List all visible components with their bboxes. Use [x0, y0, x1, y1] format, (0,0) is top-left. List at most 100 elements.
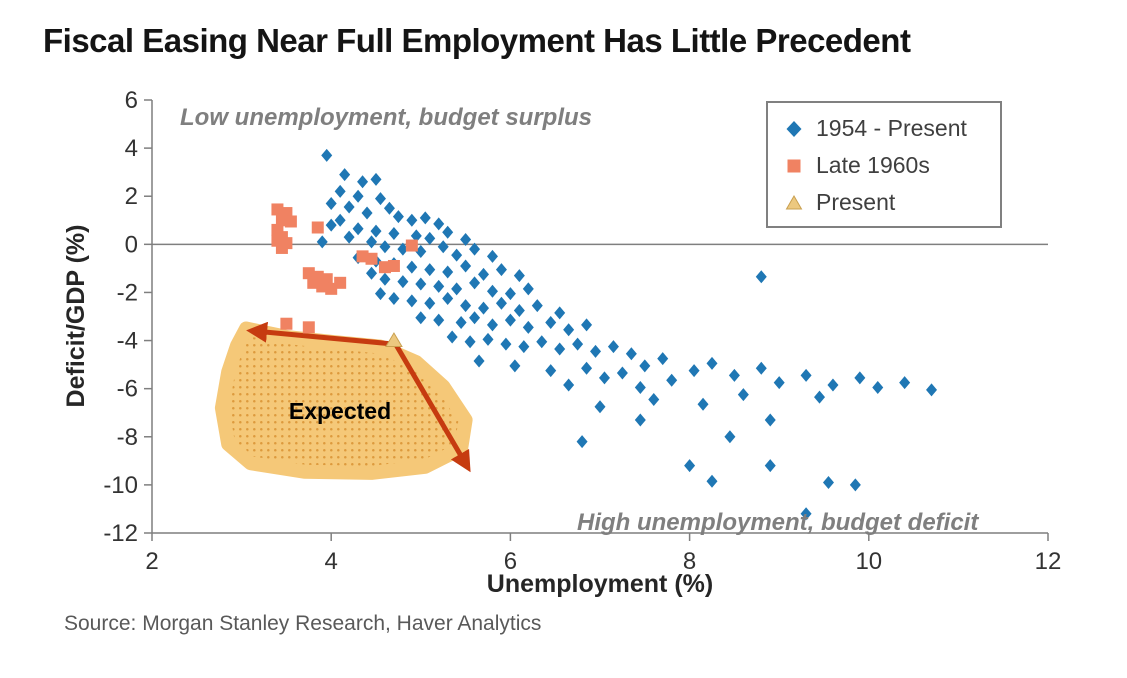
data-point — [366, 235, 378, 249]
data-point — [460, 259, 472, 273]
data-point — [406, 213, 418, 227]
data-point — [755, 270, 767, 284]
annotation-expected: Expected — [289, 398, 391, 424]
square-icon — [787, 159, 801, 172]
data-point — [616, 366, 628, 380]
y-tick-label: -8 — [117, 424, 138, 451]
data-point — [814, 390, 826, 404]
data-point — [545, 364, 557, 378]
data-point — [469, 276, 481, 290]
data-point — [822, 475, 834, 489]
data-point — [634, 413, 646, 427]
data-point — [433, 217, 445, 231]
data-point — [500, 337, 512, 351]
data-point — [366, 266, 378, 280]
data-point — [451, 248, 463, 262]
x-tick-label: 2 — [145, 548, 158, 575]
data-point — [482, 332, 494, 346]
data-point — [334, 213, 346, 227]
data-point — [800, 507, 812, 521]
data-point — [455, 316, 467, 330]
data-point — [554, 342, 566, 356]
data-point — [406, 294, 418, 308]
data-point — [872, 380, 884, 394]
data-point — [478, 301, 490, 315]
data-point — [899, 376, 911, 390]
data-point — [325, 196, 337, 210]
data-point — [365, 252, 378, 265]
data-point — [634, 380, 646, 394]
data-point — [280, 317, 293, 330]
data-point — [361, 206, 373, 220]
data-point — [387, 259, 400, 272]
legend-label: Late 1960s — [816, 152, 930, 178]
data-point — [773, 376, 785, 390]
x-tick-label: 12 — [1035, 548, 1062, 575]
data-point — [486, 249, 498, 263]
data-point — [442, 291, 454, 305]
data-point — [469, 311, 481, 325]
data-point — [849, 478, 861, 492]
y-tick-label: -12 — [103, 520, 138, 547]
data-point — [737, 388, 749, 402]
data-point — [666, 373, 678, 387]
data-point — [563, 378, 575, 392]
data-point — [827, 378, 839, 392]
y-tick-label: 6 — [125, 87, 138, 114]
data-point — [357, 175, 369, 189]
data-point — [522, 282, 534, 296]
y-tick-label: 4 — [125, 135, 138, 162]
data-point — [316, 235, 328, 249]
y-tick-label: -10 — [103, 472, 138, 499]
legend-item-1954-present: 1954 - Present — [784, 115, 990, 142]
data-point — [581, 318, 593, 332]
data-point — [460, 233, 472, 247]
data-point — [764, 459, 776, 473]
data-point — [639, 359, 651, 373]
chart-title: Fiscal Easing Near Full Employment Has L… — [43, 22, 911, 59]
data-point — [755, 361, 767, 375]
data-point — [388, 227, 400, 241]
diamond-icon — [786, 120, 802, 137]
x-tick-label: 8 — [683, 548, 696, 575]
data-point — [388, 291, 400, 305]
data-point — [385, 332, 403, 348]
data-point — [302, 321, 315, 334]
data-point — [446, 330, 458, 344]
data-point — [724, 430, 736, 444]
data-point — [684, 459, 696, 473]
x-tick-label: 10 — [855, 548, 882, 575]
data-point — [334, 184, 346, 198]
data-point — [374, 192, 386, 206]
plot-area: 2 4 6 8 10 12 6 4 2 0 -2 -4 -6 -8 -10 -12 — [103, 87, 1061, 575]
data-point — [486, 318, 498, 332]
source-note: Source: Morgan Stanley Research, Haver A… — [64, 612, 542, 635]
data-point — [594, 400, 606, 414]
data-point — [926, 383, 938, 397]
annotation-low-unemployment: Low unemployment, budget surplus — [180, 104, 592, 131]
data-point — [405, 239, 418, 252]
data-point — [424, 263, 436, 277]
triangle-icon — [785, 194, 803, 209]
legend-label: Present — [816, 189, 896, 215]
data-point — [518, 340, 530, 354]
data-point — [379, 240, 391, 254]
data-point — [728, 368, 740, 382]
data-point — [415, 277, 427, 291]
data-point — [410, 229, 422, 243]
data-point — [478, 267, 490, 281]
data-point — [339, 168, 351, 182]
data-point — [325, 218, 337, 232]
data-point — [625, 347, 637, 361]
data-point — [383, 201, 395, 215]
data-point — [697, 397, 709, 411]
y-tick-label: -6 — [117, 376, 138, 403]
data-point — [415, 245, 427, 259]
x-tick-label: 4 — [325, 548, 338, 575]
annotation-high-unemployment: High unemployment, budget deficit — [577, 509, 979, 536]
data-point — [764, 413, 776, 427]
data-point — [374, 287, 386, 301]
data-point — [352, 189, 364, 203]
data-point — [311, 221, 324, 234]
